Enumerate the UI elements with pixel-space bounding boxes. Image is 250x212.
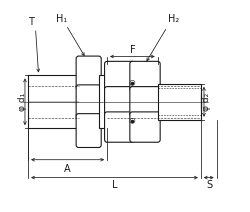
Text: L: L — [112, 180, 117, 190]
FancyBboxPatch shape — [130, 87, 160, 117]
Text: φ d₁: φ d₁ — [18, 93, 27, 111]
Text: S: S — [206, 180, 212, 190]
Text: A: A — [64, 164, 71, 174]
FancyBboxPatch shape — [104, 61, 135, 92]
FancyBboxPatch shape — [76, 85, 101, 119]
FancyBboxPatch shape — [104, 87, 135, 117]
Text: T: T — [28, 17, 34, 27]
Bar — [158, 84, 201, 120]
FancyBboxPatch shape — [76, 114, 101, 148]
Text: F: F — [130, 45, 135, 55]
Text: H₂: H₂ — [168, 14, 179, 24]
Text: φ d₂: φ d₂ — [202, 93, 211, 111]
FancyBboxPatch shape — [104, 112, 135, 142]
FancyBboxPatch shape — [76, 56, 101, 90]
Bar — [28, 75, 79, 128]
FancyBboxPatch shape — [130, 112, 160, 142]
Text: H₁: H₁ — [56, 14, 68, 24]
FancyBboxPatch shape — [130, 61, 160, 92]
Bar — [99, 75, 107, 128]
